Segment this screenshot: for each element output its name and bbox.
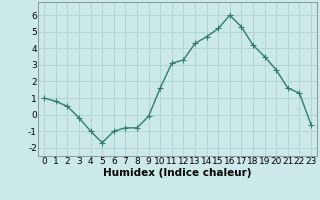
X-axis label: Humidex (Indice chaleur): Humidex (Indice chaleur) [103,168,252,178]
